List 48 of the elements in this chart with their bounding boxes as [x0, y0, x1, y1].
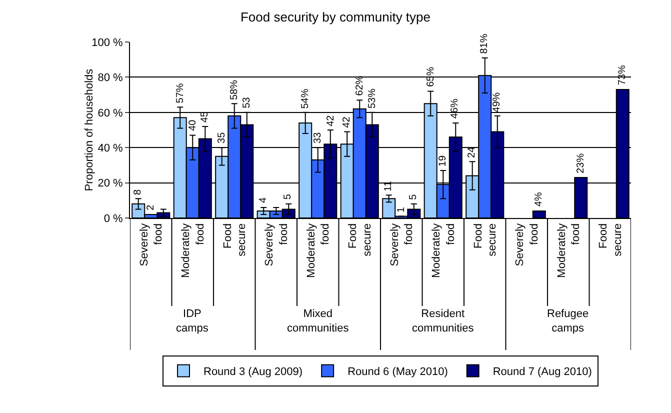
- legend-label: Round 7 (Aug 2010): [492, 366, 592, 378]
- data-label: 5: [282, 194, 294, 200]
- data-label: 46%: [450, 98, 461, 119]
- data-label: 4%: [534, 192, 545, 207]
- data-label: 62%: [354, 76, 366, 96]
- data-label: 42: [325, 114, 336, 126]
- y-tick-label: 100 %: [92, 36, 124, 49]
- data-label: 58%: [228, 80, 240, 100]
- legend-label: Round 6 (May 2010): [348, 366, 448, 378]
- data-label: 54%: [300, 88, 311, 109]
- data-label: 4: [258, 197, 270, 204]
- data-label: 8: [132, 188, 144, 195]
- data-label: 49%: [491, 92, 502, 112]
- data-label: 1: [396, 206, 408, 213]
- y-tick-label: 40 %: [98, 142, 124, 154]
- x-tick-label: Severely food: [264, 222, 290, 266]
- chart-title: Food security by community type: [240, 9, 431, 24]
- data-label: 35: [216, 132, 228, 144]
- y-tick-label: 20 %: [98, 178, 124, 190]
- data-label: 53%: [366, 88, 378, 109]
- text: Resident communities: [412, 308, 474, 334]
- data-label: 40: [187, 119, 198, 131]
- data-label: 33: [312, 132, 324, 144]
- data-label: 2: [145, 204, 156, 210]
- text: IDP camps: [176, 308, 209, 334]
- legend-label: Round 3 (Aug 2009): [204, 366, 303, 378]
- x-tick-label: Severely food: [138, 222, 165, 266]
- x-tick-label: Moderately food: [430, 222, 457, 278]
- data-label: 5: [408, 194, 419, 200]
- data-label: 53: [242, 96, 252, 108]
- data-label: 19: [438, 155, 449, 167]
- y-tick-label: 80 %: [98, 72, 124, 84]
- text: Mixed communities: [287, 308, 350, 334]
- data-label: 24: [466, 146, 478, 158]
- y-tick-label: 60 %: [98, 107, 124, 120]
- x-tick-label: Moderately food: [305, 222, 332, 278]
- data-label: 42: [341, 116, 352, 128]
- text: Refugee camps: [547, 308, 589, 334]
- x-tick-label: Moderately food: [556, 222, 582, 278]
- data-label: 57%: [174, 83, 186, 104]
- x-tick-label: Severely food: [514, 222, 540, 266]
- data-label: 23%: [575, 153, 586, 174]
- y-axis-title: Proportion of households: [84, 68, 96, 192]
- x-tick-label: Severely food: [388, 222, 416, 266]
- x-tick-label: Moderately food: [180, 222, 206, 278]
- data-label: 11: [383, 180, 394, 192]
- data-label: 81%: [479, 34, 490, 54]
- y-tick-label: 0 %: [104, 212, 124, 225]
